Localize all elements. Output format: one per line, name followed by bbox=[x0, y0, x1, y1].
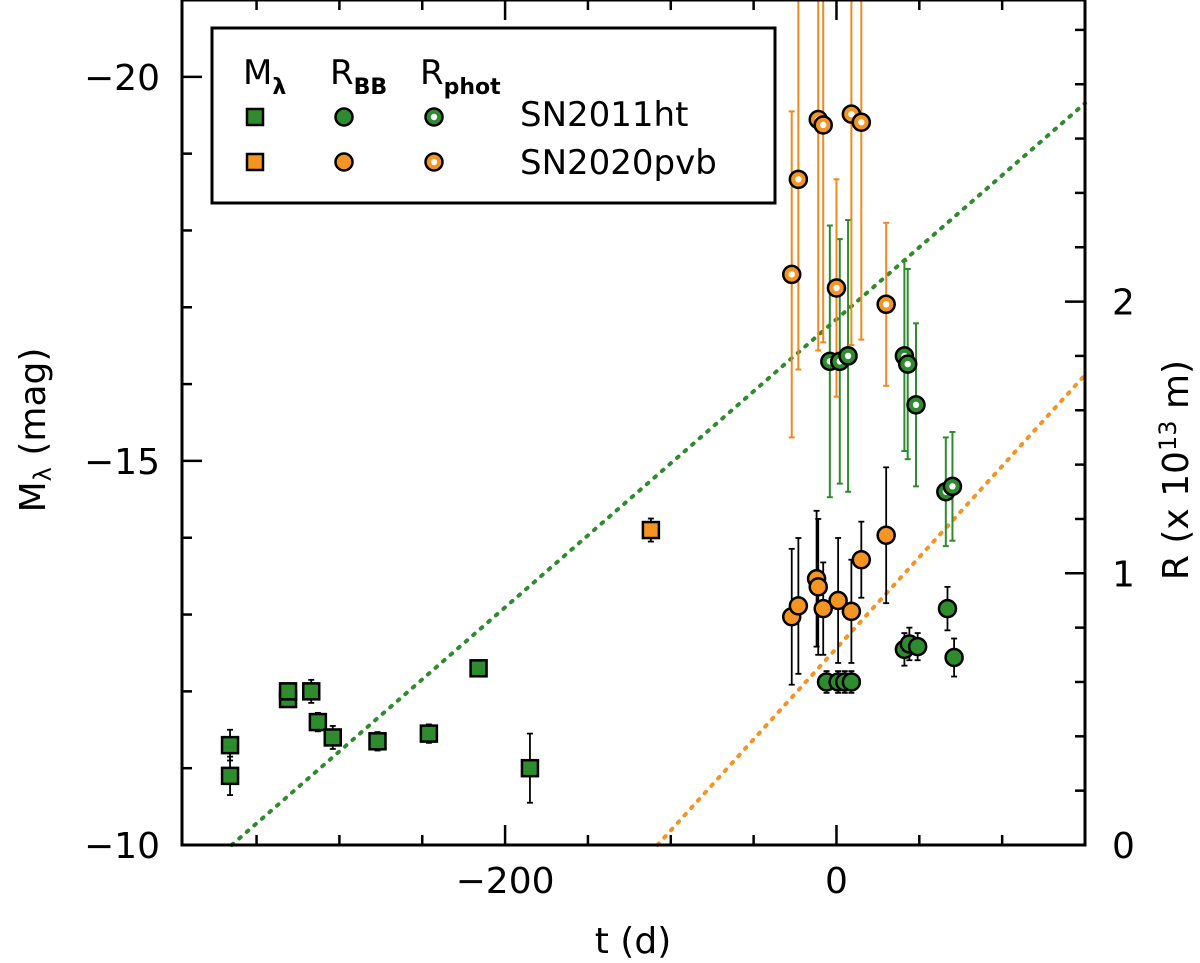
y-left-label-main: M bbox=[13, 481, 54, 512]
rbb-point-sn2020pvb bbox=[841, 601, 862, 622]
rphot-point-sn2011ht-inner bbox=[844, 352, 852, 360]
rphot-point-sn2011ht bbox=[838, 346, 858, 366]
rphot-point-sn2020pvb-inner bbox=[788, 271, 795, 278]
rbb-point-sn2020pvb bbox=[828, 590, 848, 611]
y-right-label-main: R (x 10 bbox=[1156, 451, 1197, 580]
rphot-point-sn2020pvb-inner bbox=[833, 284, 840, 292]
rphot-point-sn2020pvb bbox=[851, 112, 872, 133]
legend-marker-mag-sn2011ht bbox=[245, 107, 265, 127]
y-left-label-unit: (mag) bbox=[13, 348, 54, 456]
fit-line-sn2011ht bbox=[229, 101, 1087, 847]
mag-point-sn2011ht bbox=[419, 724, 439, 743]
rphot-point-sn2020pvb bbox=[813, 115, 833, 135]
rbb-point-sn2011ht bbox=[907, 636, 928, 657]
error-bar bbox=[858, 0, 865, 341]
rphot-point-sn2011ht-inner bbox=[912, 401, 920, 409]
legend-box bbox=[210, 26, 777, 205]
x-axis-label: t (d) bbox=[595, 921, 672, 962]
legend-marker-rphot-sn2011ht bbox=[424, 107, 444, 127]
rphot-point-sn2020pvb-inner bbox=[858, 119, 865, 126]
legend-col-m: Mλ bbox=[243, 53, 286, 100]
legend: Mλ RBB Rphot SN2011ht SN2020pvb bbox=[210, 26, 777, 205]
rphot-point-sn2011ht bbox=[897, 354, 918, 374]
legend-marker-mag-sn2020pvb bbox=[245, 152, 265, 172]
y-axis-left-label: Mλ (mag) bbox=[13, 348, 57, 513]
mag-point-sn2011ht bbox=[220, 766, 240, 786]
rphot-point-sn2020pvb-inner bbox=[848, 110, 855, 118]
data-points bbox=[220, 104, 964, 786]
y-right-tick-label: 2 bbox=[1112, 283, 1135, 324]
y-left-label-sub: λ bbox=[29, 467, 57, 481]
y-left-tick-label: −10 bbox=[84, 826, 160, 867]
y-left-tick-label: −20 bbox=[84, 58, 160, 99]
rphot-point-sn2011ht bbox=[942, 476, 963, 497]
rphot-point-sn2011ht bbox=[906, 395, 926, 415]
mag-point-sn2011ht bbox=[308, 712, 328, 732]
x-tick-label: −200 bbox=[456, 861, 555, 902]
legend-marker-rphot-sn2011ht-inner bbox=[430, 113, 438, 121]
y-right-tick-label: 0 bbox=[1112, 826, 1135, 867]
legend-marker-rphot-sn2020pvb bbox=[424, 152, 444, 172]
rphot-point-sn2020pvb bbox=[788, 169, 809, 190]
x-tick-label: 0 bbox=[825, 861, 848, 902]
legend-marker-rbb-sn2011ht bbox=[334, 107, 354, 127]
rbb-point-sn2020pvb bbox=[876, 525, 896, 546]
axis-ticks bbox=[182, 0, 1087, 847]
mag-point-sn2011ht bbox=[469, 659, 488, 678]
rphot-point-sn2020pvb bbox=[876, 294, 896, 315]
legend-label-sn2020pvb: SN2020pvb bbox=[520, 143, 717, 183]
rphot-point-sn2011ht-inner bbox=[949, 483, 956, 490]
rphot-point-sn2020pvb-inner bbox=[820, 121, 827, 129]
error-bar bbox=[848, 0, 855, 347]
error-bar bbox=[820, 0, 827, 344]
legend-label-sn2011ht: SN2011ht bbox=[520, 95, 688, 135]
mag-point-sn2011ht bbox=[220, 735, 240, 755]
rbb-point-sn2011ht bbox=[841, 672, 862, 692]
y-axis-right-label: R (x 1013 m) bbox=[1154, 360, 1197, 580]
y-right-label-space bbox=[1156, 409, 1197, 420]
rbb-point-sn2020pvb bbox=[788, 596, 809, 616]
rphot-point-sn2011ht-inner bbox=[904, 360, 911, 368]
legend-markers bbox=[245, 107, 444, 172]
mag-point-sn2011ht bbox=[368, 732, 387, 751]
rphot-point-sn2020pvb-inner bbox=[882, 301, 890, 308]
rbb-point-sn2020pvb bbox=[808, 577, 828, 597]
rbb-point-sn2011ht bbox=[944, 647, 964, 668]
mag-point-sn2011ht bbox=[323, 728, 343, 747]
rbb-point-sn2011ht bbox=[937, 598, 958, 619]
rphot-point-sn2020pvb bbox=[781, 264, 802, 285]
rphot-point-sn2020pvb-inner bbox=[795, 176, 802, 183]
legend-col-rphot: Rphot bbox=[420, 53, 501, 100]
y-left-tick-label: −15 bbox=[84, 442, 160, 483]
mag-point-sn2011ht bbox=[520, 758, 540, 778]
rbb-point-sn2020pvb bbox=[813, 598, 833, 619]
mag-point-sn2020pvb bbox=[641, 520, 661, 540]
legend-marker-rphot-sn2020pvb-inner bbox=[430, 158, 438, 166]
fit-lines bbox=[229, 101, 1087, 847]
fit-line-sn2020pvb bbox=[655, 372, 1087, 847]
rphot-point-sn2020pvb bbox=[826, 278, 847, 298]
mag-point-sn2011ht bbox=[301, 682, 321, 701]
y-right-label-sup: 13 bbox=[1154, 420, 1182, 451]
y-right-tick-label: 1 bbox=[1112, 554, 1135, 595]
legend-marker-rbb-sn2020pvb bbox=[334, 152, 354, 172]
legend-col-rbb: RBB bbox=[330, 53, 387, 100]
error-bar bbox=[815, 0, 822, 352]
y-left-label-space bbox=[13, 456, 54, 467]
y-right-label-unit: m) bbox=[1156, 360, 1197, 409]
rbb-point-sn2020pvb bbox=[851, 549, 872, 570]
mag-point-sn2011ht bbox=[278, 682, 298, 701]
axis-tick-labels: −200 0 −20 −15 −10 0 1 2 bbox=[84, 58, 1135, 902]
plot-frame bbox=[180, 0, 1087, 847]
